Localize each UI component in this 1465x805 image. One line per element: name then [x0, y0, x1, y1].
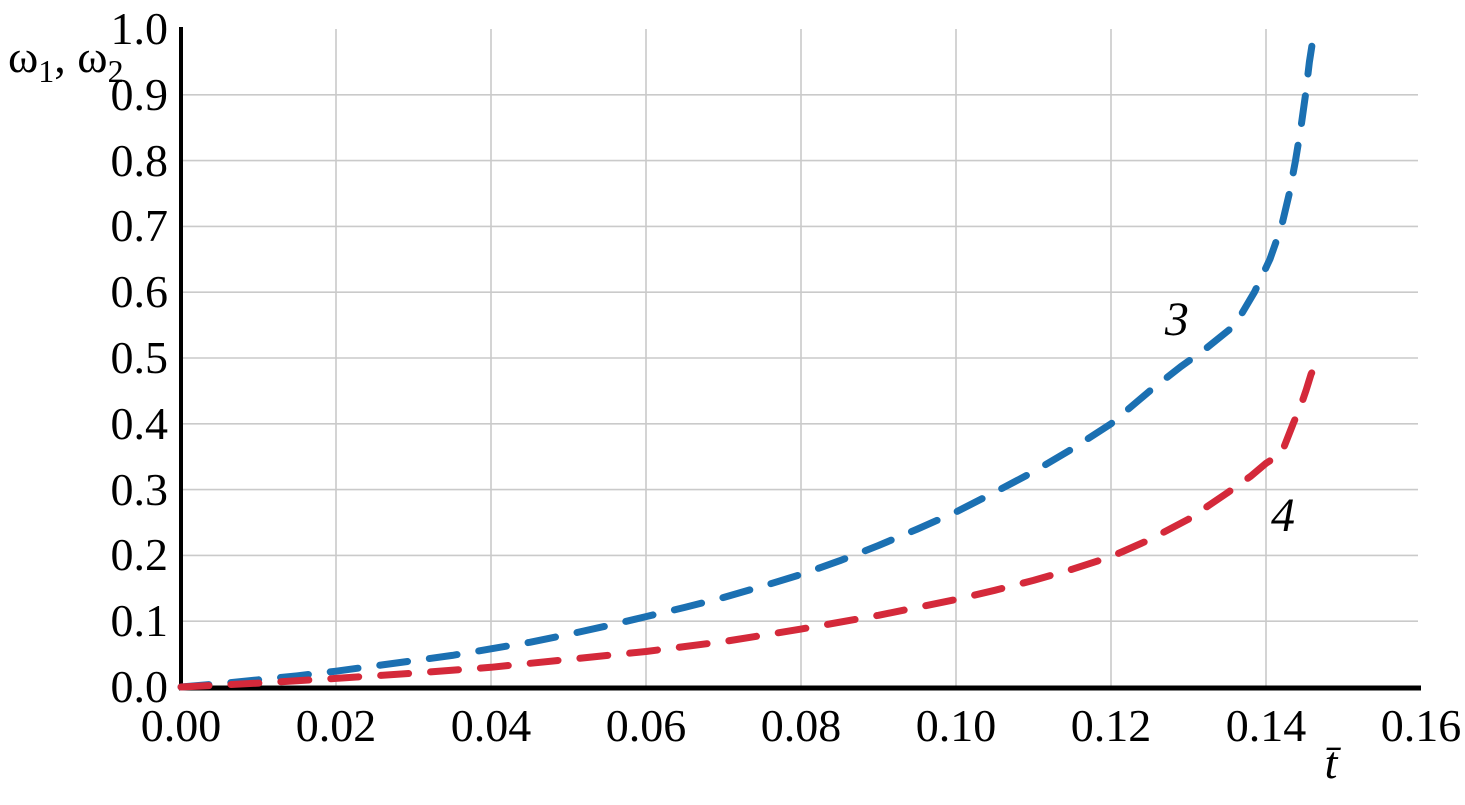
y-axis-title-separator: , — [54, 31, 78, 82]
y-tick-label-0.3: 0.3 — [110, 463, 169, 515]
y-axis-title-sub2: 2 — [107, 53, 124, 89]
y-axis-title-omega1: ω — [8, 31, 39, 82]
y-tick-label-0.0: 0.0 — [110, 661, 169, 712]
curve-label-4: 4 — [1271, 488, 1296, 542]
y-tick-label-0.9: 0.9 — [110, 68, 169, 120]
x-tick-label-0.04: 0.04 — [450, 700, 532, 751]
x-tick-label-0.10: 0.10 — [915, 700, 997, 751]
y-tick-label-0.2: 0.2 — [110, 529, 169, 581]
x-tick-label-0.14: 0.14 — [1225, 700, 1307, 751]
y-tick-label-1.0: 1.0 — [110, 3, 169, 54]
curve-label-3: 3 — [1164, 292, 1189, 346]
y-tick-label-0.4: 0.4 — [110, 397, 169, 449]
x-tick-label-0.02: 0.02 — [295, 700, 377, 751]
curve-3-line — [177, 33, 1317, 691]
y-tick-label-0.6: 0.6 — [110, 266, 169, 318]
y-axis-title: ω1, ω2 — [8, 31, 124, 88]
y-tick-label-0.7: 0.7 — [110, 200, 169, 252]
x-tick-label-0.00: 0.00 — [140, 700, 222, 751]
y-tick-label-0.5: 0.5 — [110, 332, 169, 383]
x-tick-label-0.12: 0.12 — [1070, 700, 1152, 751]
y-tick-label-0.8: 0.8 — [110, 134, 169, 186]
x-tick-label-0.08: 0.08 — [760, 700, 842, 751]
y-tick-label-0.1: 0.1 — [110, 595, 169, 647]
x-tick-label-0.16: 0.16 — [1380, 700, 1462, 751]
curve-4-line — [177, 356, 1323, 691]
y-axis-title-omega2: ω — [77, 31, 108, 82]
x-tick-label-0.06: 0.06 — [605, 700, 687, 751]
y-axis-title-sub1: 1 — [38, 53, 55, 89]
x-axis-title: t̄ — [1324, 737, 1338, 788]
